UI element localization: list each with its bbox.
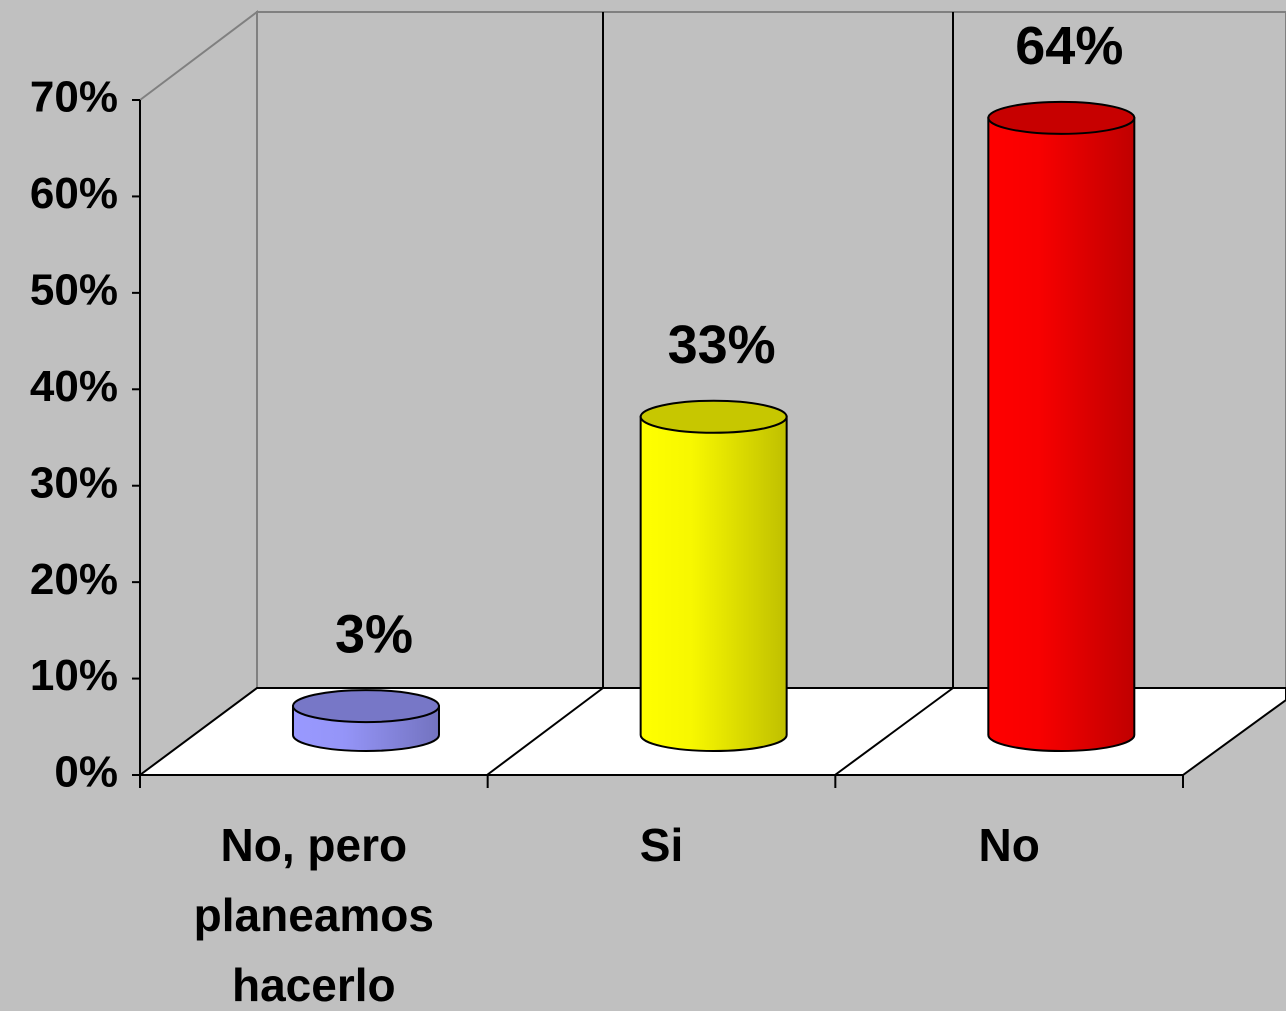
cylinder-top-shade bbox=[292, 690, 439, 723]
y-tick-label: 40% bbox=[30, 362, 118, 411]
value-label: 33% bbox=[668, 315, 776, 375]
cylinder-top bbox=[987, 100, 1136, 135]
x-tick-label: No bbox=[978, 819, 1040, 871]
cylinder-top-shade bbox=[988, 101, 1135, 134]
cylinder-top-shade bbox=[640, 400, 787, 433]
x-tick-label: No, pero planeamos hacerlo bbox=[193, 819, 434, 1011]
x-tick-label: Si bbox=[639, 819, 684, 871]
y-tick-label: 60% bbox=[30, 169, 118, 218]
value-label: 64% bbox=[1015, 16, 1123, 76]
side-wall bbox=[139, 9, 258, 777]
cylinder-top bbox=[291, 689, 440, 724]
cylinder-top bbox=[639, 399, 788, 434]
y-tick-label: 50% bbox=[30, 265, 118, 314]
value-label: 3% bbox=[335, 604, 413, 664]
cylinder bbox=[291, 689, 440, 752]
floor-divider bbox=[834, 687, 954, 776]
y-tick-label: 30% bbox=[30, 458, 118, 507]
y-tick-label: 0% bbox=[54, 748, 118, 797]
y-tick-label: 20% bbox=[30, 555, 118, 604]
cylinder bbox=[639, 399, 788, 752]
y-tick-label: 10% bbox=[30, 651, 118, 700]
cylinder-shade bbox=[639, 415, 788, 752]
cylinder-shade bbox=[987, 116, 1136, 752]
y-tick-label: 70% bbox=[30, 73, 118, 122]
floor-divider bbox=[486, 687, 604, 776]
cylinder bbox=[987, 100, 1136, 752]
